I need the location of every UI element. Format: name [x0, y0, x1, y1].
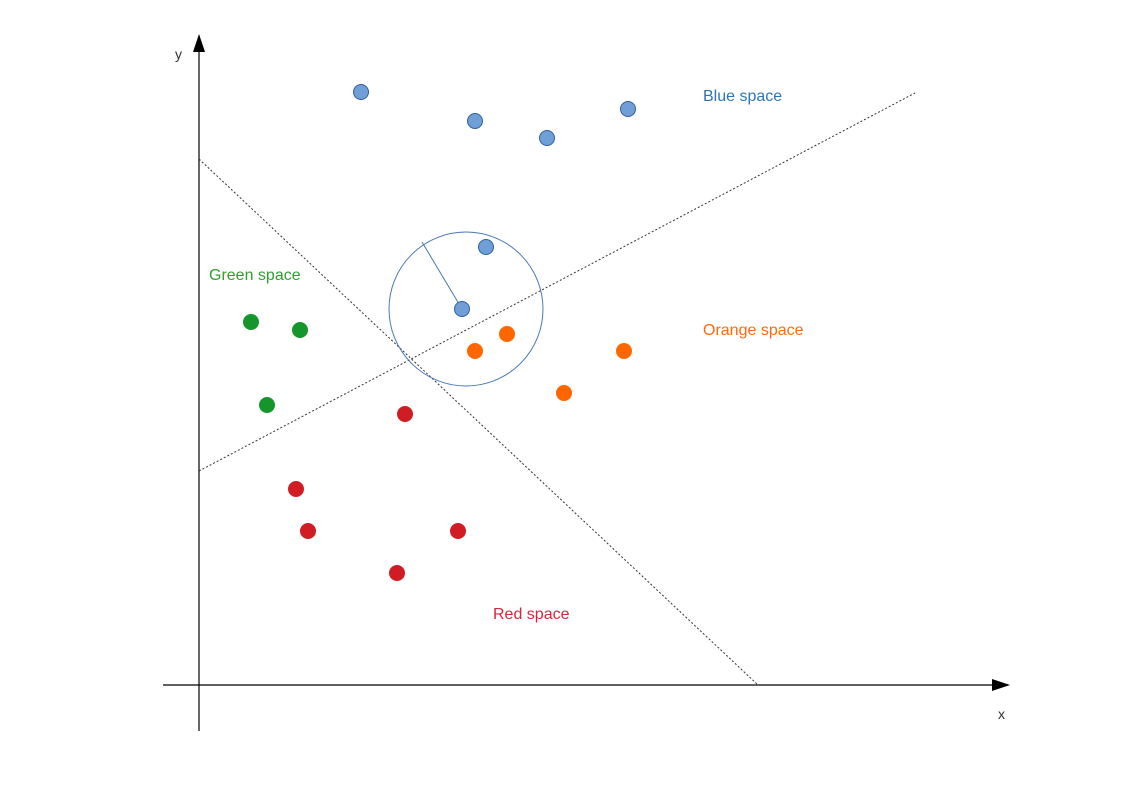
query-point	[454, 301, 470, 317]
red-point	[288, 481, 304, 497]
neighborhood-circle	[388, 231, 544, 387]
green-point	[243, 314, 259, 330]
blue-point	[478, 239, 494, 255]
blue-point	[620, 101, 636, 117]
orange-point	[616, 343, 632, 359]
orange-point	[556, 385, 572, 401]
blue-point	[467, 113, 483, 129]
green-space-label: Green space	[209, 267, 301, 284]
blue-space-label: Blue space	[703, 88, 782, 105]
green-point	[259, 397, 275, 413]
red-point	[397, 406, 413, 422]
neighborhood-radius-line	[421, 241, 463, 310]
green-point	[292, 322, 308, 338]
red-point	[389, 565, 405, 581]
red-point	[450, 523, 466, 539]
boundary-line-ascending	[198, 92, 916, 472]
orange-point	[499, 326, 515, 342]
orange-space-label: Orange space	[703, 322, 804, 339]
blue-point	[353, 84, 369, 100]
blue-point	[539, 130, 555, 146]
red-point	[300, 523, 316, 539]
red-space-label: Red space	[493, 606, 570, 623]
x-axis-label: x	[998, 706, 1005, 722]
boundary-line-descending	[198, 158, 759, 686]
y-axis-label: y	[175, 46, 182, 62]
orange-point	[467, 343, 483, 359]
